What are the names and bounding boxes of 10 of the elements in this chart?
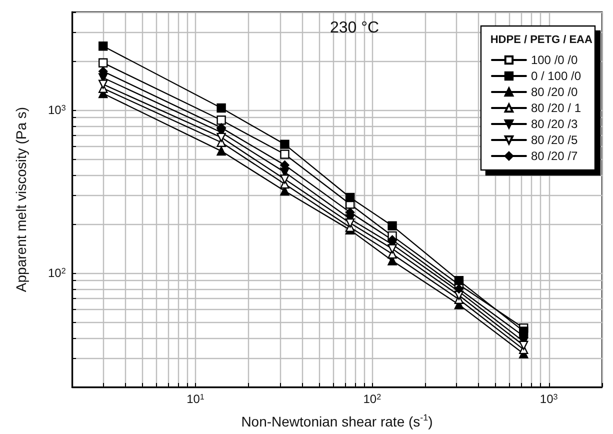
legend-label: 80 /20 / 1	[530, 101, 582, 115]
legend-label: 80 /20 /5	[530, 133, 578, 147]
legend-label: 80 /20 /0	[530, 85, 578, 99]
legend-label: 80 /20 /3	[530, 117, 578, 131]
annotation: 230 °C	[330, 20, 380, 36]
legend-label: 100 /0 /0	[530, 53, 578, 67]
legend-label: 0 / 100 /0	[530, 69, 582, 83]
y-axis-title: Apparent melt viscosity (Pa s)	[13, 106, 29, 292]
legend-label: 80 /20 /7	[530, 149, 578, 163]
legend-title: HDPE / PETG / EAA	[490, 34, 592, 46]
